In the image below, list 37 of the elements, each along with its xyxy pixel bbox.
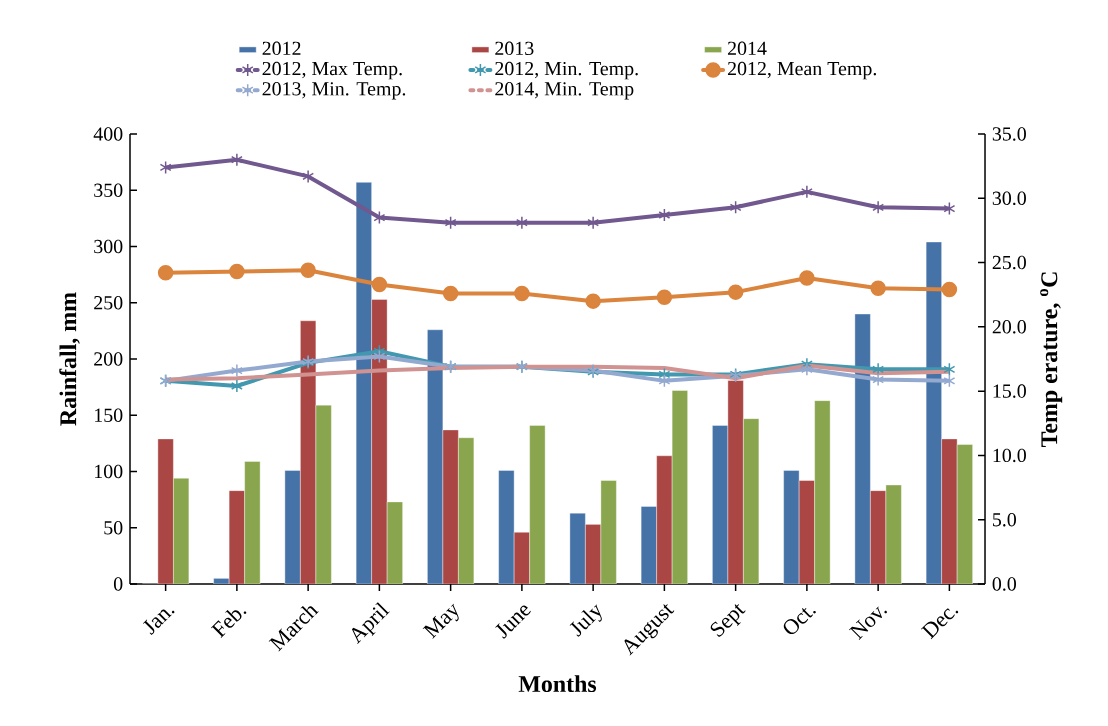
y-axis-title: Rainfall, mm [59, 292, 80, 426]
x-tick-label: Feb. [210, 610, 247, 638]
x-tick-label: Dec. [920, 608, 959, 640]
y-tick-label: 250 [94, 296, 123, 310]
x-tick-label: Nov. [849, 606, 887, 640]
y2-tick-label: 0.0 [992, 577, 1016, 591]
y2-tick-label: 15.0 [993, 384, 1026, 398]
legend-label: 2012 [262, 41, 301, 56]
y-tick-label: 300 [94, 239, 123, 254]
x-tick-label: May [422, 603, 459, 639]
legend-label: 2014 [727, 41, 767, 56]
y-tick-label: 150 [95, 408, 123, 422]
x-axis-title: Months [518, 675, 597, 693]
y2-tick-label: 5.0 [993, 512, 1016, 527]
legend-label: 2013 [495, 41, 534, 56]
y-tick-label: 350 [94, 183, 123, 197]
x-tick-label: Oct. [783, 608, 816, 635]
x-tick-label: Sept [710, 604, 746, 638]
y-tick-label: 100 [95, 464, 123, 479]
y2-axis-title: Temp erature, $^{o}$C [1040, 272, 1063, 448]
y2-tick-label: 30.0 [992, 191, 1026, 206]
legend-label: 2012, Min. Temp. [495, 61, 638, 80]
x-tick-label: July [569, 604, 602, 637]
y2-tick-label: 10.0 [993, 448, 1026, 463]
legend-label: 2012, Max Temp. [262, 61, 402, 80]
y2-tick-label: 25.0 [992, 255, 1026, 270]
y-tick-label: 200 [94, 352, 123, 366]
y-tick-label: 0 [113, 577, 123, 591]
y2-tick-label: 20.0 [992, 320, 1026, 334]
legend-label: 2014, Min. Temp [495, 82, 634, 100]
legend-label: 2013, Min. Temp. [262, 82, 406, 100]
x-tick-label: Jan. [142, 609, 175, 635]
legend-label: 2012, Mean Temp. [727, 61, 877, 80]
y-tick-label: 50 [104, 521, 123, 535]
y-tick-label: 400 [93, 127, 123, 141]
y2-tick-label: 35.0 [992, 127, 1026, 141]
x-tick-label: June [495, 605, 531, 639]
